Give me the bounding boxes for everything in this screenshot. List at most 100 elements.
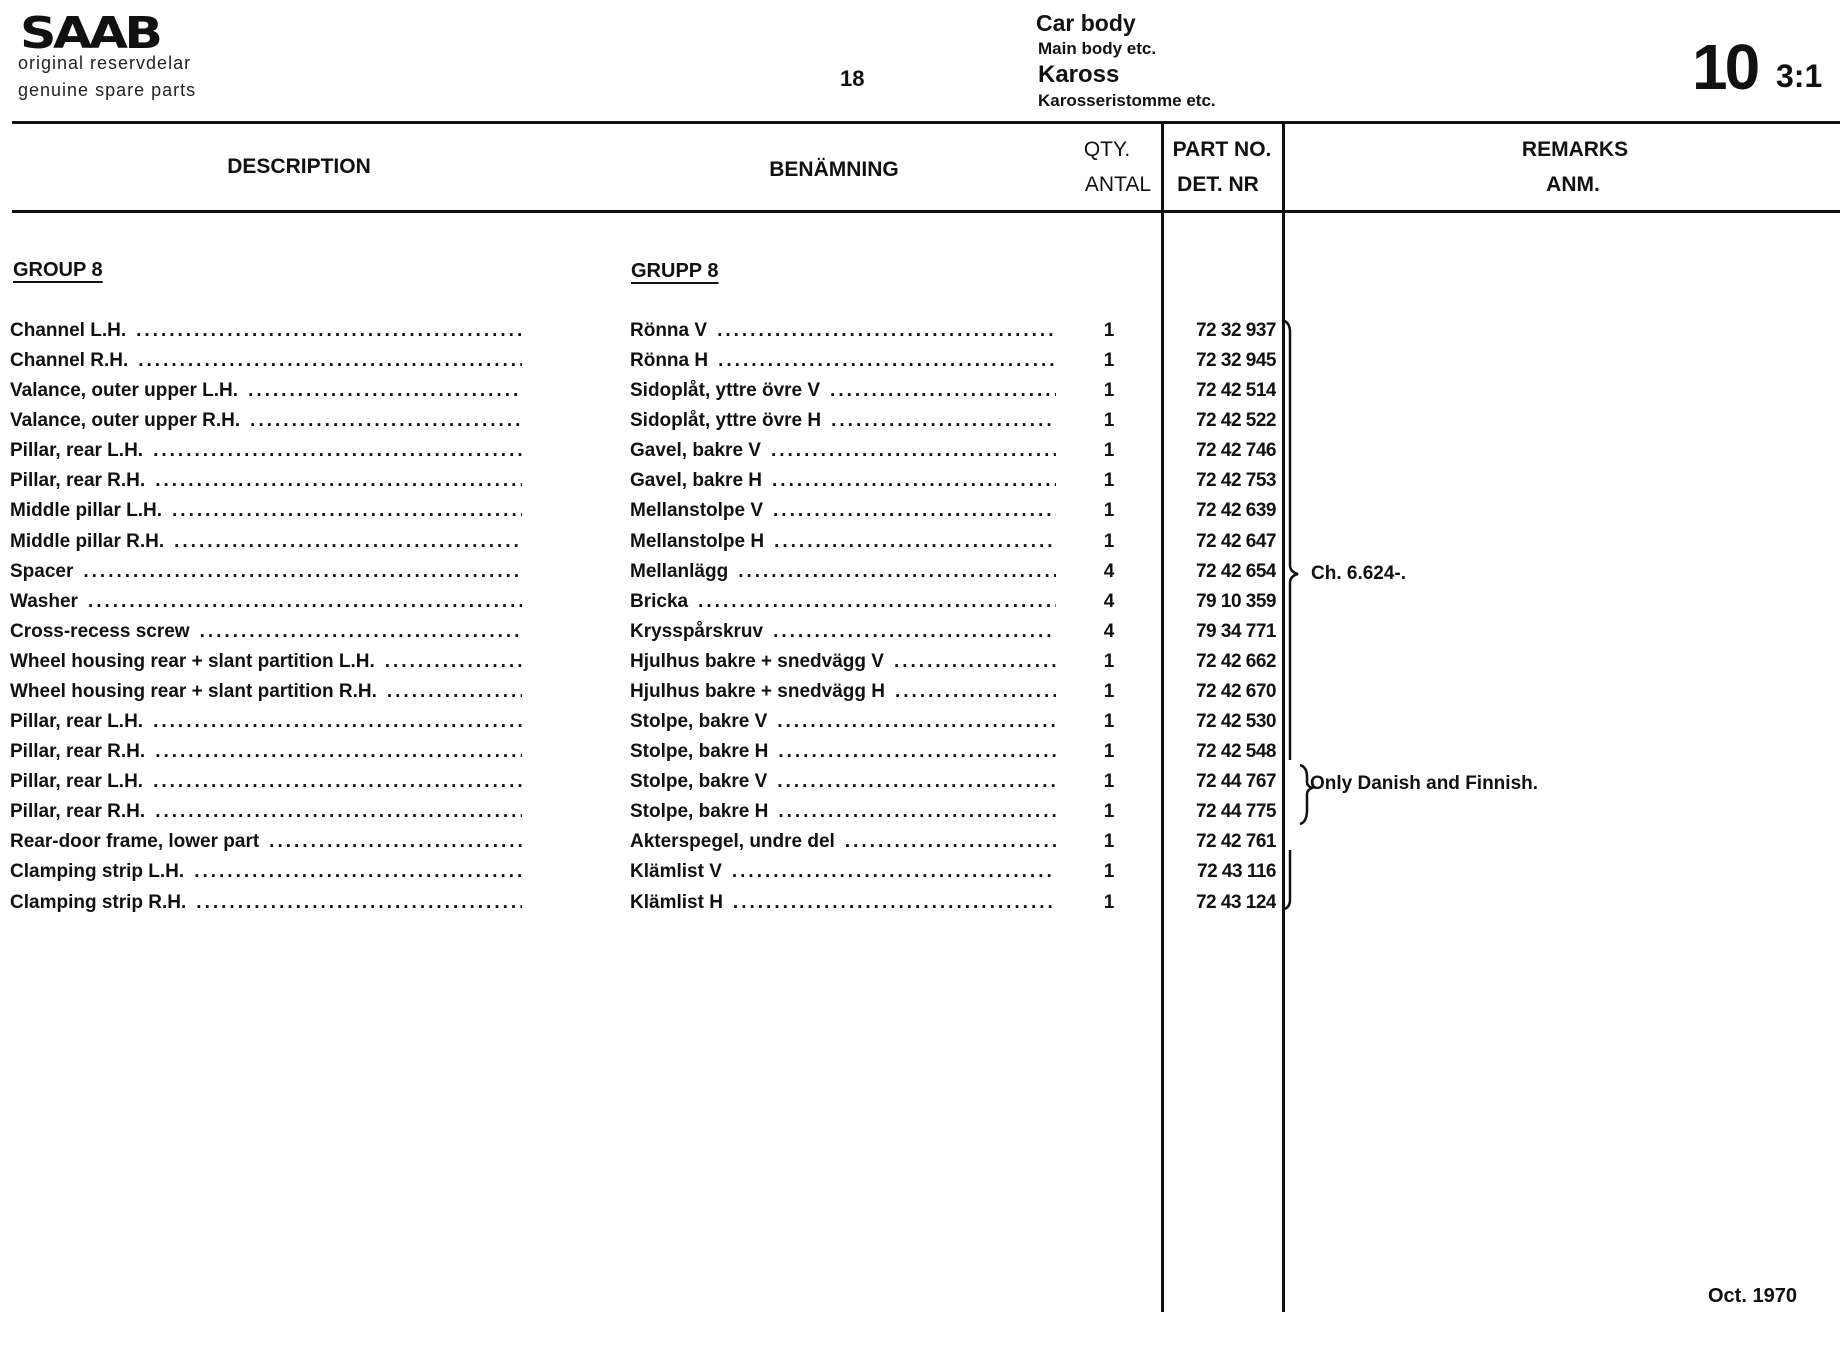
sheet-number: 3:1 [1776, 58, 1823, 94]
remark-braces [1281, 318, 1316, 912]
benamning-text: Sidoplåt, yttre övre H [630, 410, 822, 432]
part-number-cell: 72 42 548 [1195, 741, 1276, 763]
benamning-text: Hjulhus bakre + snedvägg H [630, 680, 885, 702]
qty-cell: 1 [1103, 530, 1115, 552]
saab-logo: SAAB [20, 8, 163, 59]
benamning-cell: Stolpe, bakre V [630, 771, 1056, 793]
table-row: Pillar, rear R.H. Gavel, bakre H 1 72 42 75… [0, 470, 1840, 500]
dot-leader [88, 591, 522, 613]
table-row: Valance, outer upper L.H. Sidoplåt, yttre… [0, 380, 1840, 410]
table-row: Cross-recess screw Krysspårskruv 4 79 34 77… [0, 621, 1840, 651]
benamning-cell: Rönna H [630, 350, 1056, 372]
dot-leader [773, 500, 1056, 522]
qty-cell: 1 [1103, 410, 1115, 432]
column-remarks-en: REMARKS [1521, 138, 1629, 161]
benamning-cell: Akterspegel, undre del [630, 831, 1056, 853]
benamning-text: Klämlist V [630, 861, 722, 883]
benamning-text: Krysspårskruv [630, 620, 764, 642]
benamning-cell: Bricka [630, 591, 1056, 613]
dot-leader [738, 561, 1056, 583]
dot-leader [718, 350, 1056, 372]
table-row: Clamping strip R.H. Klämlist H 1 72 43 124 [0, 892, 1840, 922]
column-remarks-sv: ANM. [1546, 173, 1600, 196]
description-text: Middle pillar L.H. [10, 500, 163, 522]
description-cell: Pillar, rear L.H. [10, 771, 522, 793]
column-description: DESCRIPTION [227, 155, 371, 178]
dot-leader [269, 831, 522, 853]
description-text: Channel L.H. [10, 320, 127, 341]
description-cell: Valance, outer upper R.H. [10, 410, 522, 432]
benamning-cell: Krysspårskruv [630, 621, 1056, 643]
description-text: Rear-door frame, lower part [10, 831, 260, 853]
dot-leader [778, 741, 1056, 763]
description-cell: Pillar, rear R.H. [10, 741, 522, 763]
dot-leader [136, 320, 522, 342]
benamning-cell: Sidoplåt, yttre övre V [630, 380, 1056, 402]
benamning-text: Stolpe, bakre H [630, 741, 769, 763]
description-cell: Clamping strip R.H. [10, 892, 522, 914]
part-number-cell: 79 34 771 [1195, 620, 1276, 642]
qty-cell: 1 [1103, 320, 1115, 341]
top-rule [12, 121, 1840, 124]
benamning-cell: Stolpe, bakre H [630, 741, 1056, 763]
dot-leader [153, 711, 522, 733]
part-number-cell: 79 10 359 [1195, 590, 1276, 612]
benamning-cell: Hjulhus bakre + snedvägg H [630, 681, 1056, 703]
part-number-cell: 72 42 746 [1195, 440, 1276, 462]
remark-markets: Only Danish and Finnish. [1310, 773, 1539, 794]
benamning-cell: Stolpe, bakre H [630, 801, 1056, 823]
benamning-text: Hjulhus bakre + snedvägg V [630, 650, 884, 672]
description-cell: Rear-door frame, lower part [10, 831, 522, 853]
benamning-cell: Mellanlägg [630, 561, 1056, 583]
benamning-cell: Gavel, bakre H [630, 470, 1056, 492]
description-cell: Wheel housing rear + slant partition L.H… [10, 651, 522, 673]
description-cell: Pillar, rear R.H. [10, 801, 522, 823]
description-text: Valance, outer upper R.H. [10, 410, 241, 432]
qty-cell: 1 [1103, 711, 1115, 733]
subsection-title-sv: Karosseristomme etc. [1038, 91, 1216, 110]
dot-leader [733, 892, 1056, 914]
header-rule [12, 210, 1840, 213]
dot-leader [387, 681, 522, 703]
dot-leader [153, 771, 522, 793]
dot-leader [771, 440, 1056, 462]
part-number-cell: 72 42 753 [1195, 470, 1276, 492]
group-number: 10 [1692, 31, 1760, 103]
part-number-cell: 72 43 116 [1197, 861, 1276, 883]
description-cell: Channel R.H. [10, 350, 522, 372]
dot-leader [772, 470, 1056, 492]
benamning-cell: Rönna V [630, 320, 1056, 342]
table-row: Wheel housing rear + slant partition L.H… [0, 651, 1840, 681]
dot-leader [717, 320, 1056, 342]
benamning-cell: Stolpe, bakre V [630, 711, 1056, 733]
description-text: Pillar, rear L.H. [10, 771, 144, 793]
description-cell: Pillar, rear R.H. [10, 470, 522, 492]
part-number-cell: 72 42 639 [1195, 500, 1276, 522]
benamning-text: Stolpe, bakre V [630, 711, 768, 733]
qty-cell: 4 [1103, 590, 1115, 612]
dot-leader [248, 380, 522, 402]
page-number: 18 [840, 66, 865, 91]
qty-cell: 1 [1103, 801, 1115, 823]
brace-clamping [1281, 850, 1292, 912]
table-row: Washer Bricka 4 79 10 359 [0, 591, 1840, 621]
dot-leader [777, 711, 1056, 733]
part-number-cell: 72 42 522 [1195, 410, 1276, 432]
dot-leader [250, 410, 522, 432]
description-text: Pillar, rear L.H. [10, 711, 144, 733]
qty-cell: 4 [1103, 620, 1115, 642]
table-row: Valance, outer upper R.H. Sidoplåt, yttre… [0, 410, 1840, 440]
description-text: Wheel housing rear + slant partition L.H… [10, 650, 375, 672]
description-cell: Channel L.H. [10, 320, 522, 342]
qty-cell: 1 [1103, 891, 1115, 913]
description-cell: Wheel housing rear + slant partition R.H… [10, 681, 522, 703]
column-qty-en: QTY. [1083, 138, 1131, 161]
part-number-cell: 72 42 662 [1195, 650, 1276, 672]
table-row: Middle pillar L.H. Mellanstolpe V 1 72 42 6… [0, 500, 1840, 530]
description-cell: Valance, outer upper L.H. [10, 380, 522, 402]
brace-markets [1299, 763, 1316, 826]
benamning-cell: Gavel, bakre V [630, 440, 1056, 462]
benamning-text: Klämlist H [630, 891, 723, 913]
table-row: Wheel housing rear + slant partition R.H… [0, 681, 1840, 711]
benamning-text: Sidoplåt, yttre övre V [630, 380, 821, 402]
